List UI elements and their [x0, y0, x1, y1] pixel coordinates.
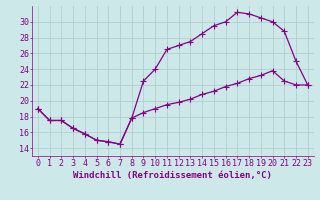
X-axis label: Windchill (Refroidissement éolien,°C): Windchill (Refroidissement éolien,°C): [73, 171, 272, 180]
